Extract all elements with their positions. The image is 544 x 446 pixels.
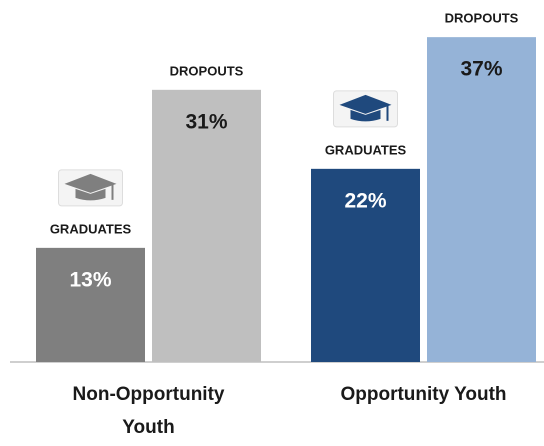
series-label: GRADUATES xyxy=(325,142,407,157)
value-label: 13% xyxy=(69,268,111,291)
series-label: GRADUATES xyxy=(50,221,132,236)
series-label: DROPOUTS xyxy=(170,63,244,78)
value-label: 22% xyxy=(344,189,386,212)
cap-base xyxy=(350,109,381,122)
cap-base xyxy=(75,188,106,201)
bar xyxy=(427,37,536,362)
category-label: Non-Opportunity Youth xyxy=(72,384,225,438)
grad-cap-icon xyxy=(58,169,123,207)
bar xyxy=(311,168,420,362)
value-label: 37% xyxy=(460,58,502,81)
cap-top xyxy=(64,173,117,193)
cap-top xyxy=(339,94,392,114)
grad-cap-icon xyxy=(333,90,398,128)
category-label: Opportunity Youth xyxy=(340,384,507,405)
series-label: DROPOUTS xyxy=(445,11,519,26)
bar xyxy=(36,247,145,362)
bar xyxy=(152,89,261,362)
value-label: 31% xyxy=(185,110,227,133)
